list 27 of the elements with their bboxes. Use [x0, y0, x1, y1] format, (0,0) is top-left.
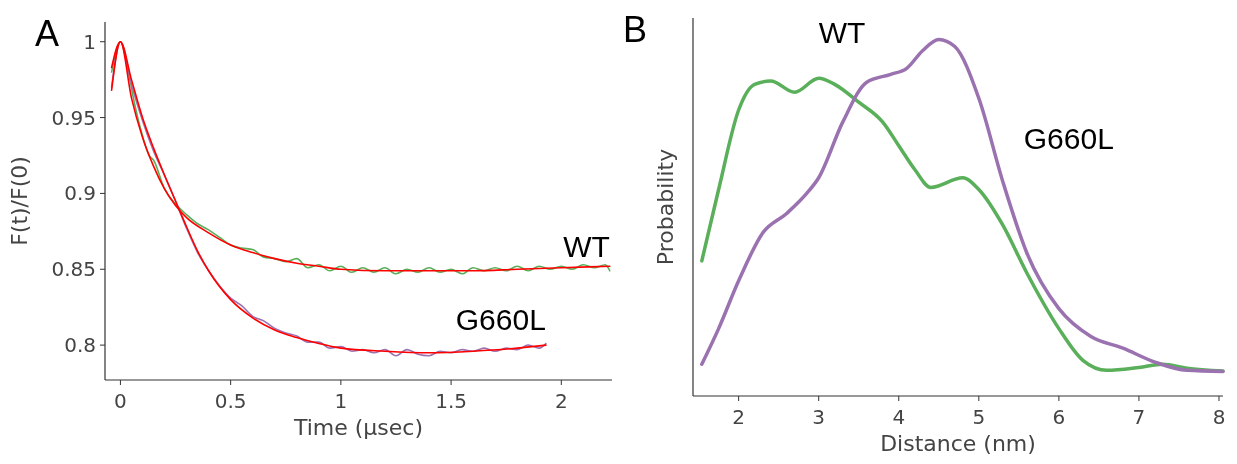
x-tick-label: 5	[972, 405, 986, 429]
x-tick-label: 4	[892, 405, 906, 429]
x-tick-label: 7	[1132, 405, 1146, 429]
series-label: G660L	[1023, 122, 1114, 156]
series-label: WT	[818, 16, 866, 50]
x-tick-label: 0.5	[214, 389, 247, 413]
y-tick-label: 0.95	[51, 105, 96, 130]
x-tick-label: 8	[1212, 405, 1226, 429]
x-tick-label: 1	[334, 389, 348, 413]
series-label: WT	[563, 229, 610, 263]
y-tick-label: 1	[83, 29, 96, 54]
x-tick-label: 3	[812, 405, 826, 429]
x-tick-label: 2	[732, 405, 745, 429]
x-tick-label: 1.5	[435, 389, 467, 413]
y-axis-title: F(t)/F(0)	[7, 156, 32, 246]
y-tick-label: 0.8	[64, 333, 96, 358]
y-tick-label: 0.85	[51, 257, 96, 282]
series-label: G660L	[455, 302, 546, 336]
y-tick-label: 0.9	[64, 181, 96, 206]
x-axis-title: Distance (nm)	[880, 431, 1036, 456]
chart-title: B	[623, 9, 648, 50]
x-tick-label: 6	[1052, 405, 1066, 429]
x-axis-title: Time (μsec)	[292, 415, 424, 440]
y-axis-title: Probability	[653, 148, 678, 266]
chart-title: A	[35, 13, 60, 54]
x-tick-label: 0	[114, 389, 127, 413]
x-tick-label: 2	[554, 389, 568, 413]
